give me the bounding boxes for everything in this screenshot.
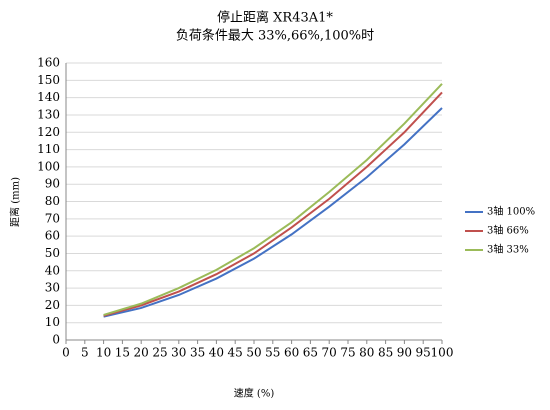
x-tick-label: 45 bbox=[228, 346, 243, 360]
y-tick-label: 30 bbox=[45, 281, 60, 295]
legend-label: 3轴 100% bbox=[487, 205, 535, 218]
x-axis-label: 速度 (%) bbox=[234, 387, 275, 400]
x-tick-label: 50 bbox=[246, 346, 261, 360]
x-tick-label: 65 bbox=[303, 346, 318, 360]
y-tick-label: 110 bbox=[37, 142, 60, 156]
legend-label: 3轴 66% bbox=[487, 224, 529, 237]
chart-subtitle: 负荷条件最大 33%,66%,100%时 bbox=[176, 28, 374, 44]
y-tick-label: 120 bbox=[37, 125, 60, 139]
y-tick-label: 40 bbox=[45, 263, 60, 277]
x-tick-label: 0 bbox=[62, 346, 70, 360]
x-tick-label: 80 bbox=[359, 346, 374, 360]
y-tick-label: 100 bbox=[37, 159, 60, 173]
x-tick-label: 100 bbox=[431, 346, 454, 360]
y-tick-label: 90 bbox=[45, 177, 60, 191]
y-tick-label: 70 bbox=[45, 211, 60, 225]
y-tick-label: 0 bbox=[52, 333, 60, 347]
x-tick-label: 55 bbox=[265, 346, 280, 360]
legend-label: 3轴 33% bbox=[487, 243, 529, 256]
y-tick-label: 60 bbox=[45, 229, 60, 243]
x-tick-label: 90 bbox=[397, 346, 412, 360]
x-tick-label: 95 bbox=[416, 346, 431, 360]
y-tick-label: 10 bbox=[45, 315, 60, 329]
x-tick-label: 25 bbox=[152, 346, 167, 360]
x-tick-label: 20 bbox=[134, 346, 149, 360]
x-tick-label: 60 bbox=[284, 346, 299, 360]
chart-title: 停止距离 XR43A1* bbox=[217, 10, 333, 26]
series-line bbox=[103, 107, 443, 318]
x-tick-label: 75 bbox=[340, 346, 355, 360]
y-tick-label: 140 bbox=[37, 90, 60, 104]
y-tick-label: 50 bbox=[45, 246, 60, 260]
x-tick-label: 40 bbox=[209, 346, 224, 360]
y-tick-label: 80 bbox=[45, 194, 60, 208]
x-tick-label: 70 bbox=[322, 346, 337, 360]
y-tick-label: 150 bbox=[37, 73, 60, 87]
x-tick-label: 85 bbox=[378, 346, 393, 360]
y-tick-label: 160 bbox=[37, 56, 60, 70]
series-line bbox=[103, 83, 443, 316]
x-tick-label: 5 bbox=[81, 346, 89, 360]
x-tick-label: 35 bbox=[190, 346, 205, 360]
y-tick-label: 20 bbox=[45, 298, 60, 312]
y-tick-label: 130 bbox=[37, 107, 60, 121]
series-line bbox=[103, 91, 443, 317]
x-tick-label: 30 bbox=[171, 346, 186, 360]
x-tick-label: 15 bbox=[115, 346, 130, 360]
x-tick-label: 10 bbox=[96, 346, 111, 360]
y-axis-label: 距离 (mm) bbox=[9, 177, 22, 227]
